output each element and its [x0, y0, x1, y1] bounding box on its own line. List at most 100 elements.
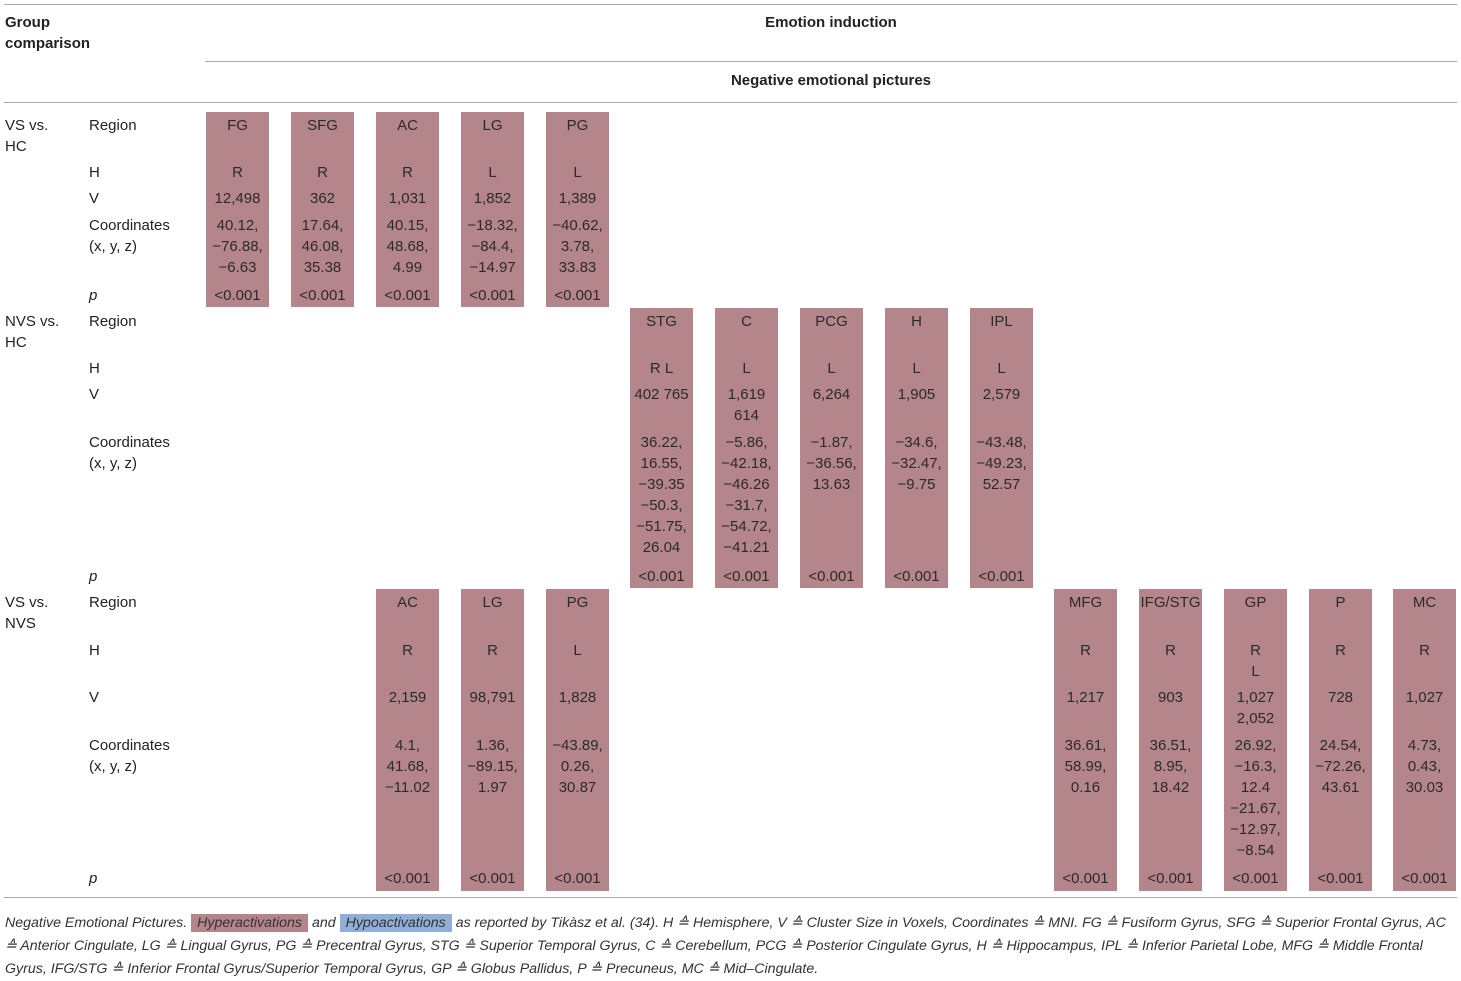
row-label-coordinates: Coordinates (x, y, z)	[89, 737, 170, 775]
row-label-v: V	[89, 386, 100, 403]
cell-coordinates: 1.36, −89.15, 1.97	[467, 737, 518, 796]
cell-p-value: <0.001	[1062, 870, 1109, 887]
cell-p-value: <0.001	[1147, 870, 1194, 887]
cell-coordinates: 26.92, −16.3, 12.4 −21.67, −12.97, −8.54	[1230, 737, 1281, 859]
cell-voxels: 1,027 2,052	[1236, 689, 1275, 727]
cell-coordinates: −5.86, −42.18, −46.26 −31.7, −54.72, −41…	[721, 434, 772, 556]
legend-hypoactivations: Hypoactivations	[339, 914, 452, 932]
legend-hyperactivations: Hyperactivations	[191, 914, 309, 932]
cell-region: AC	[397, 594, 418, 611]
cell-voxels: 12,498	[214, 190, 261, 207]
activation-cell: IPL L 2,579 −43.48, −49.23, 52.57 <0.001	[970, 308, 1033, 588]
cell-region: C	[741, 313, 752, 330]
row-label-region: Region	[89, 313, 137, 330]
activation-cell: PG L 1,389 −40.62, 3.78, 33.83 <0.001	[546, 112, 609, 307]
cell-voxels: 1,828	[558, 689, 597, 706]
cell-voxels: 6,264	[812, 386, 851, 403]
top-rule	[4, 4, 1457, 5]
group-comparison-header: Group comparison	[5, 14, 91, 52]
cell-p-value: <0.001	[1317, 870, 1364, 887]
cell-coordinates: 40.15, 48.68, 4.99	[386, 217, 429, 276]
activation-cell: LG R 98,791 1.36, −89.15, 1.97 <0.001	[461, 589, 524, 891]
cell-coordinates: 17.64, 46.08, 35.38	[301, 217, 344, 276]
activation-cell: GP R L 1,027 2,052 26.92, −16.3, 12.4 −2…	[1224, 589, 1287, 891]
cell-region: IFG/STG	[1140, 594, 1201, 611]
cell-region: AC	[397, 117, 418, 134]
emotion-induction-header: Emotion induction	[765, 14, 897, 31]
cell-coordinates: −43.48, −49.23, 52.57	[976, 434, 1027, 493]
cell-p-value: <0.001	[554, 287, 601, 304]
cell-hemisphere: L	[488, 164, 497, 181]
cell-p-value: <0.001	[214, 287, 261, 304]
activation-cell: IFG/STG R 903 36.51, 8.95, 18.42 <0.001	[1139, 589, 1202, 891]
cell-region: GP	[1244, 594, 1267, 611]
cell-region: MFG	[1068, 594, 1103, 611]
cell-region: LG	[482, 117, 503, 134]
cell-coordinates: 36.22, 16.55, −39.35 −50.3, −51.75, 26.0…	[636, 434, 687, 556]
cell-voxels: 402 765	[634, 386, 689, 403]
cell-voxels: 1,389	[558, 190, 597, 207]
cell-region: P	[1335, 594, 1346, 611]
cell-coordinates: 4.1, 41.68, −11.02	[384, 737, 431, 796]
cell-coordinates: −34.6, −32.47, −9.75	[891, 434, 942, 493]
cell-voxels: 98,791	[469, 689, 516, 706]
cell-p-value: <0.001	[893, 568, 940, 585]
cell-coordinates: −1.87, −36.56, 13.63	[806, 434, 857, 493]
cell-hemisphere: L	[997, 360, 1006, 377]
row-label-p: p	[89, 870, 98, 887]
activation-cell: MC R 1,027 4.73, 0.43, 30.03 <0.001	[1393, 589, 1456, 891]
header-bottom-rule	[4, 102, 1457, 103]
footnote-abbreviations: as reported by Tikàsz et al. (34). H ≙ H…	[5, 915, 1446, 977]
cell-voxels: 1,217	[1066, 689, 1105, 706]
cell-region: H	[911, 313, 922, 330]
cell-hemisphere: R	[487, 642, 498, 659]
cell-p-value: <0.001	[1232, 870, 1279, 887]
cell-coordinates: 4.73, 0.43, 30.03	[1405, 737, 1444, 796]
cell-p-value: <0.001	[384, 870, 431, 887]
table-bottom-rule	[4, 897, 1457, 898]
cell-coordinates: −43.89, 0.26, 30.87	[552, 737, 603, 796]
cell-voxels: 1,031	[388, 190, 427, 207]
cell-hemisphere: L	[742, 360, 751, 377]
cell-coordinates: 24.54, −72.26, 43.61	[1315, 737, 1366, 796]
cell-p-value: <0.001	[299, 287, 346, 304]
row-label-h: H	[89, 164, 100, 181]
cell-p-value: <0.001	[469, 870, 516, 887]
cell-p-value: <0.001	[808, 568, 855, 585]
activation-cell: H L 1,905 −34.6, −32.47, −9.75 <0.001	[885, 308, 948, 588]
negative-pictures-header: Negative emotional pictures	[730, 72, 932, 89]
cell-p-value: <0.001	[384, 287, 431, 304]
cell-coordinates: −40.62, 3.78, 33.83	[552, 217, 603, 276]
row-label-p: p	[89, 568, 98, 585]
cell-coordinates: 36.51, 8.95, 18.42	[1149, 737, 1192, 796]
row-label-h: H	[89, 360, 100, 377]
row-label-region: Region	[89, 594, 137, 611]
cell-region: PCG	[815, 313, 848, 330]
activation-cell: AC R 1,031 40.15, 48.68, 4.99 <0.001	[376, 112, 439, 307]
group-label-nvs-hc: NVS vs. HC	[5, 313, 60, 351]
activation-cell: PG L 1,828 −43.89, 0.26, 30.87 <0.001	[546, 589, 609, 891]
row-label-region: Region	[89, 117, 137, 134]
cell-p-value: <0.001	[978, 568, 1025, 585]
cell-region: SFG	[307, 117, 338, 134]
cell-hemisphere: R	[317, 164, 328, 181]
activation-cell: PCG L 6,264 −1.87, −36.56, 13.63 <0.001	[800, 308, 863, 588]
cell-hemisphere: L	[827, 360, 836, 377]
cell-hemisphere: L	[912, 360, 921, 377]
cell-voxels: 1,852	[473, 190, 512, 207]
activation-cell: MFG R 1,217 36.61, 58.99, 0.16 <0.001	[1054, 589, 1117, 891]
cell-hemisphere: R	[232, 164, 243, 181]
row-label-coordinates: Coordinates (x, y, z)	[89, 434, 170, 472]
activation-cell: STG R L 402 765 36.22, 16.55, −39.35 −50…	[630, 308, 693, 588]
row-label-h: H	[89, 642, 100, 659]
cell-p-value: <0.001	[638, 568, 685, 585]
group-label-vs-nvs: VS vs. NVS	[5, 594, 49, 632]
group-label-vs-hc: VS vs. HC	[5, 117, 49, 155]
cell-voxels: 362	[309, 190, 336, 207]
cell-region: PG	[566, 117, 589, 134]
cell-coordinates: 36.61, 58.99, 0.16	[1064, 737, 1107, 796]
cell-hemisphere: L	[573, 642, 582, 659]
cell-hemisphere: L	[573, 164, 582, 181]
cell-hemisphere: R	[402, 164, 413, 181]
row-label-p: p	[89, 287, 98, 304]
